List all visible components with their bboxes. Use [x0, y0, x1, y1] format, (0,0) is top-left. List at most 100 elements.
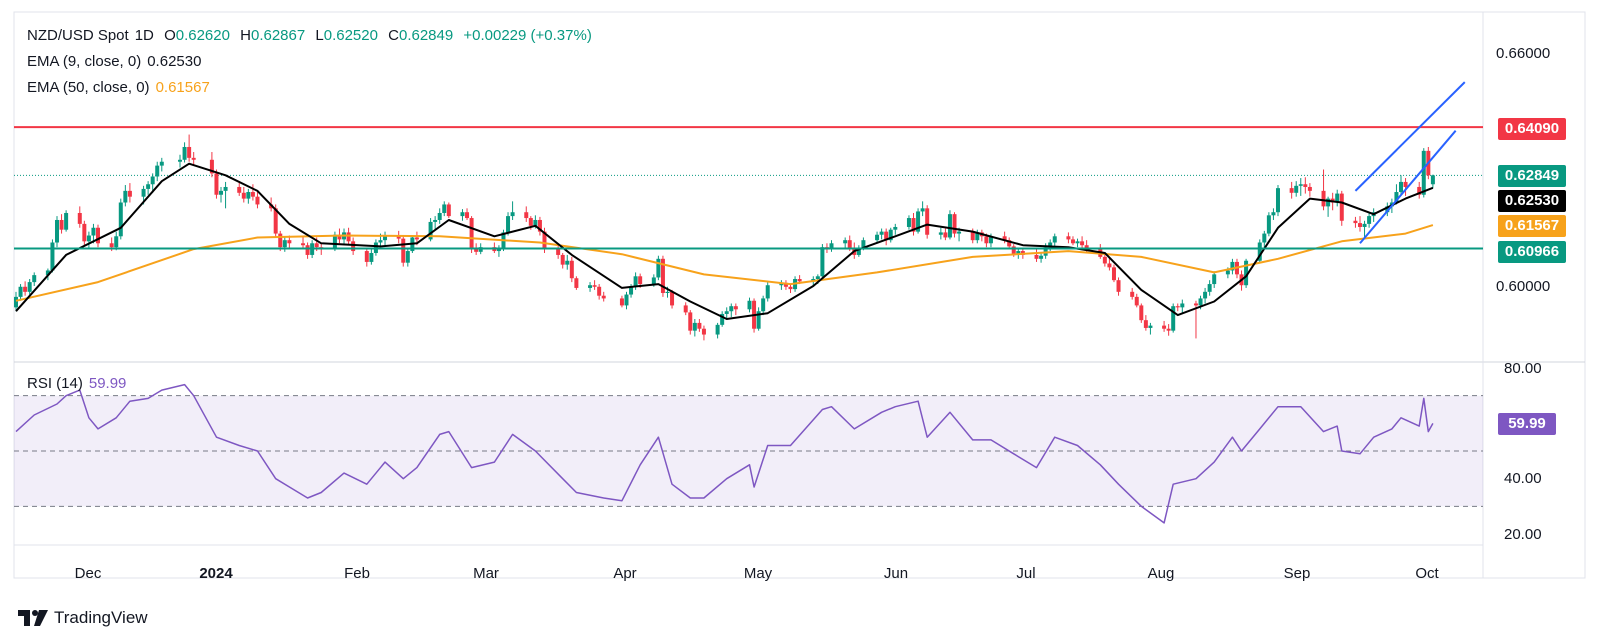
- candle-body: [45, 270, 50, 276]
- candle-body: [970, 231, 975, 241]
- candle-body: [542, 231, 547, 250]
- candle-body: [1116, 280, 1121, 292]
- brand-label: TradingView: [54, 608, 148, 627]
- candle-body: [1298, 184, 1303, 186]
- ema9-line: [15, 162, 1434, 320]
- candle-body: [660, 258, 665, 293]
- high-label: H: [240, 27, 251, 44]
- candle-body: [1225, 270, 1230, 275]
- candle-body: [1166, 328, 1171, 331]
- candle-body: [528, 218, 533, 226]
- rsi-legend-value: 59.99: [88, 375, 127, 392]
- candle-body: [861, 240, 866, 248]
- candle-body: [692, 322, 697, 331]
- candle-body: [624, 294, 629, 306]
- candle-body: [1011, 246, 1016, 255]
- candle-body: [246, 192, 251, 199]
- candle-body: [601, 295, 606, 299]
- candle-body: [396, 235, 401, 239]
- candle-body: [14, 296, 18, 308]
- candle-body: [1016, 251, 1021, 255]
- candle-body: [938, 232, 943, 235]
- candle-body: [1084, 245, 1089, 248]
- ema50-line: [15, 224, 1434, 302]
- candle-body: [351, 241, 356, 252]
- candle-body: [27, 282, 32, 292]
- candle-body: [141, 188, 146, 197]
- candle-body: [893, 226, 898, 230]
- candle-body: [733, 306, 738, 310]
- candle-body: [77, 212, 82, 224]
- candle-body: [797, 279, 802, 282]
- candle-body: [314, 243, 319, 248]
- candle-body: [843, 240, 848, 244]
- candle-body: [378, 240, 383, 243]
- candle-body: [619, 298, 624, 306]
- candle-body: [765, 285, 770, 299]
- candle-body: [1266, 215, 1271, 234]
- tradingview-logo[interactable]: TradingView: [18, 608, 148, 628]
- candle-body: [187, 146, 192, 158]
- candle-body: [214, 173, 219, 195]
- candle-body: [957, 231, 962, 234]
- candle-body: [1353, 220, 1358, 224]
- channel-upper-line: [1354, 81, 1466, 192]
- price-pane[interactable]: [14, 81, 1483, 341]
- rsi-pane[interactable]: [14, 383, 1483, 524]
- support-price-tag: 0.60966: [1498, 241, 1566, 263]
- candle-body: [1303, 184, 1308, 187]
- candle-body: [925, 208, 930, 235]
- candle-body: [729, 306, 734, 312]
- candle-body: [697, 322, 702, 329]
- candle-body: [114, 236, 119, 248]
- rsi-label: RSI (14): [27, 375, 83, 392]
- candle-body: [1362, 223, 1367, 227]
- candle-body: [574, 278, 579, 288]
- candle-body: [1321, 190, 1326, 207]
- interval-label[interactable]: 1D: [134, 27, 154, 44]
- candle-body: [1134, 296, 1139, 306]
- candle-body: [460, 212, 465, 217]
- candle-body: [1417, 186, 1422, 195]
- ema9-legend[interactable]: EMA (9, close, 0) 0.62530: [27, 52, 207, 72]
- candle-body: [947, 214, 952, 238]
- symbol-label[interactable]: NZD/USD Spot: [27, 27, 129, 44]
- candle-body: [1175, 306, 1180, 308]
- x-label-oct: Oct: [1415, 565, 1439, 582]
- candle-body: [86, 235, 91, 242]
- candle-body: [155, 165, 160, 177]
- candle-body: [437, 212, 442, 220]
- rsi-tick-80: 80.00: [1504, 360, 1542, 377]
- ema9-legend-value: 0.62530: [147, 53, 202, 70]
- candle-body: [1398, 181, 1403, 193]
- candle-body: [159, 161, 164, 166]
- rsi-tick-40: 40.00: [1504, 470, 1542, 487]
- candle-body: [478, 247, 483, 252]
- ema50-legend[interactable]: EMA (50, close, 0) 0.61567: [27, 78, 216, 98]
- candle-body: [1052, 236, 1057, 243]
- candle-body: [633, 276, 638, 287]
- candle-body: [629, 286, 634, 295]
- candle-body: [651, 277, 656, 285]
- candle-body: [383, 235, 388, 241]
- rsi-line: [15, 383, 1434, 524]
- candle-body: [683, 305, 688, 313]
- rsi-legend[interactable]: RSI (14) 59.99: [27, 375, 126, 392]
- candle-body: [984, 236, 989, 244]
- ohlc-legend: NZD/USD Spot 1D O0.62620 H0.62867 L0.6252…: [27, 26, 598, 46]
- candle-body: [1171, 306, 1176, 331]
- candle-body: [146, 184, 151, 189]
- candle-body: [1335, 193, 1340, 203]
- x-label-2024: 2024: [199, 565, 233, 582]
- candle-body: [1007, 240, 1012, 247]
- x-label-apr: Apr: [613, 565, 637, 582]
- candle-body: [1107, 263, 1112, 268]
- candle-body: [510, 212, 515, 217]
- candle-body: [888, 229, 893, 241]
- price-tick-060: 0.60000: [1496, 278, 1551, 295]
- x-label-mar: Mar: [473, 565, 499, 582]
- candle-body: [469, 218, 474, 250]
- candle-body: [442, 204, 447, 213]
- candle-body: [1162, 325, 1167, 329]
